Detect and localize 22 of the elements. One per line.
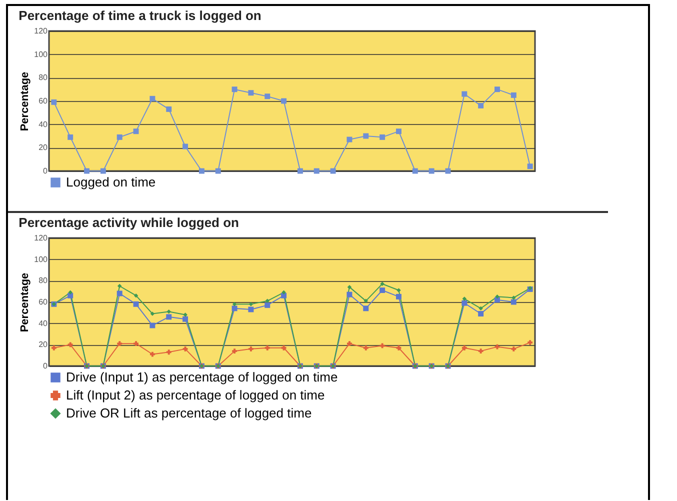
y-tick-label: 20 bbox=[38, 340, 48, 350]
chart-title: Percentage activity while logged on bbox=[18, 215, 240, 230]
y-tick-label: 60 bbox=[38, 96, 48, 106]
legend-label: Drive (Input 1) as percentage of logged on time bbox=[66, 370, 338, 384]
y-axis-title: Percentage bbox=[19, 272, 32, 332]
y-axis-title: Percentage bbox=[19, 72, 32, 132]
y-tick-label: 40 bbox=[38, 318, 48, 328]
y-tick-label: 20 bbox=[38, 143, 48, 152]
legend-label: Lift (Input 2) as percentage of logged on time bbox=[66, 388, 325, 402]
y-tick-label: 0 bbox=[43, 166, 48, 176]
y-tick-label: 80 bbox=[38, 276, 48, 286]
y-tick-label: 0 bbox=[43, 362, 48, 370]
y-tick-label: 60 bbox=[38, 298, 48, 306]
legend-label: Drive OR Lift as percentage of logged time bbox=[66, 406, 312, 420]
y-tick-label: 40 bbox=[38, 120, 48, 129]
y-tick-label: 100 bbox=[34, 50, 48, 59]
y-tick-label: 100 bbox=[34, 254, 48, 264]
y-tick-label: 120 bbox=[34, 26, 48, 36]
legend-label: Logged on time bbox=[66, 174, 156, 190]
y-tick-label: 120 bbox=[34, 234, 48, 242]
y-tick-label: 80 bbox=[38, 73, 48, 82]
chart-title: Percentage of time a truck is logged on bbox=[18, 8, 262, 23]
